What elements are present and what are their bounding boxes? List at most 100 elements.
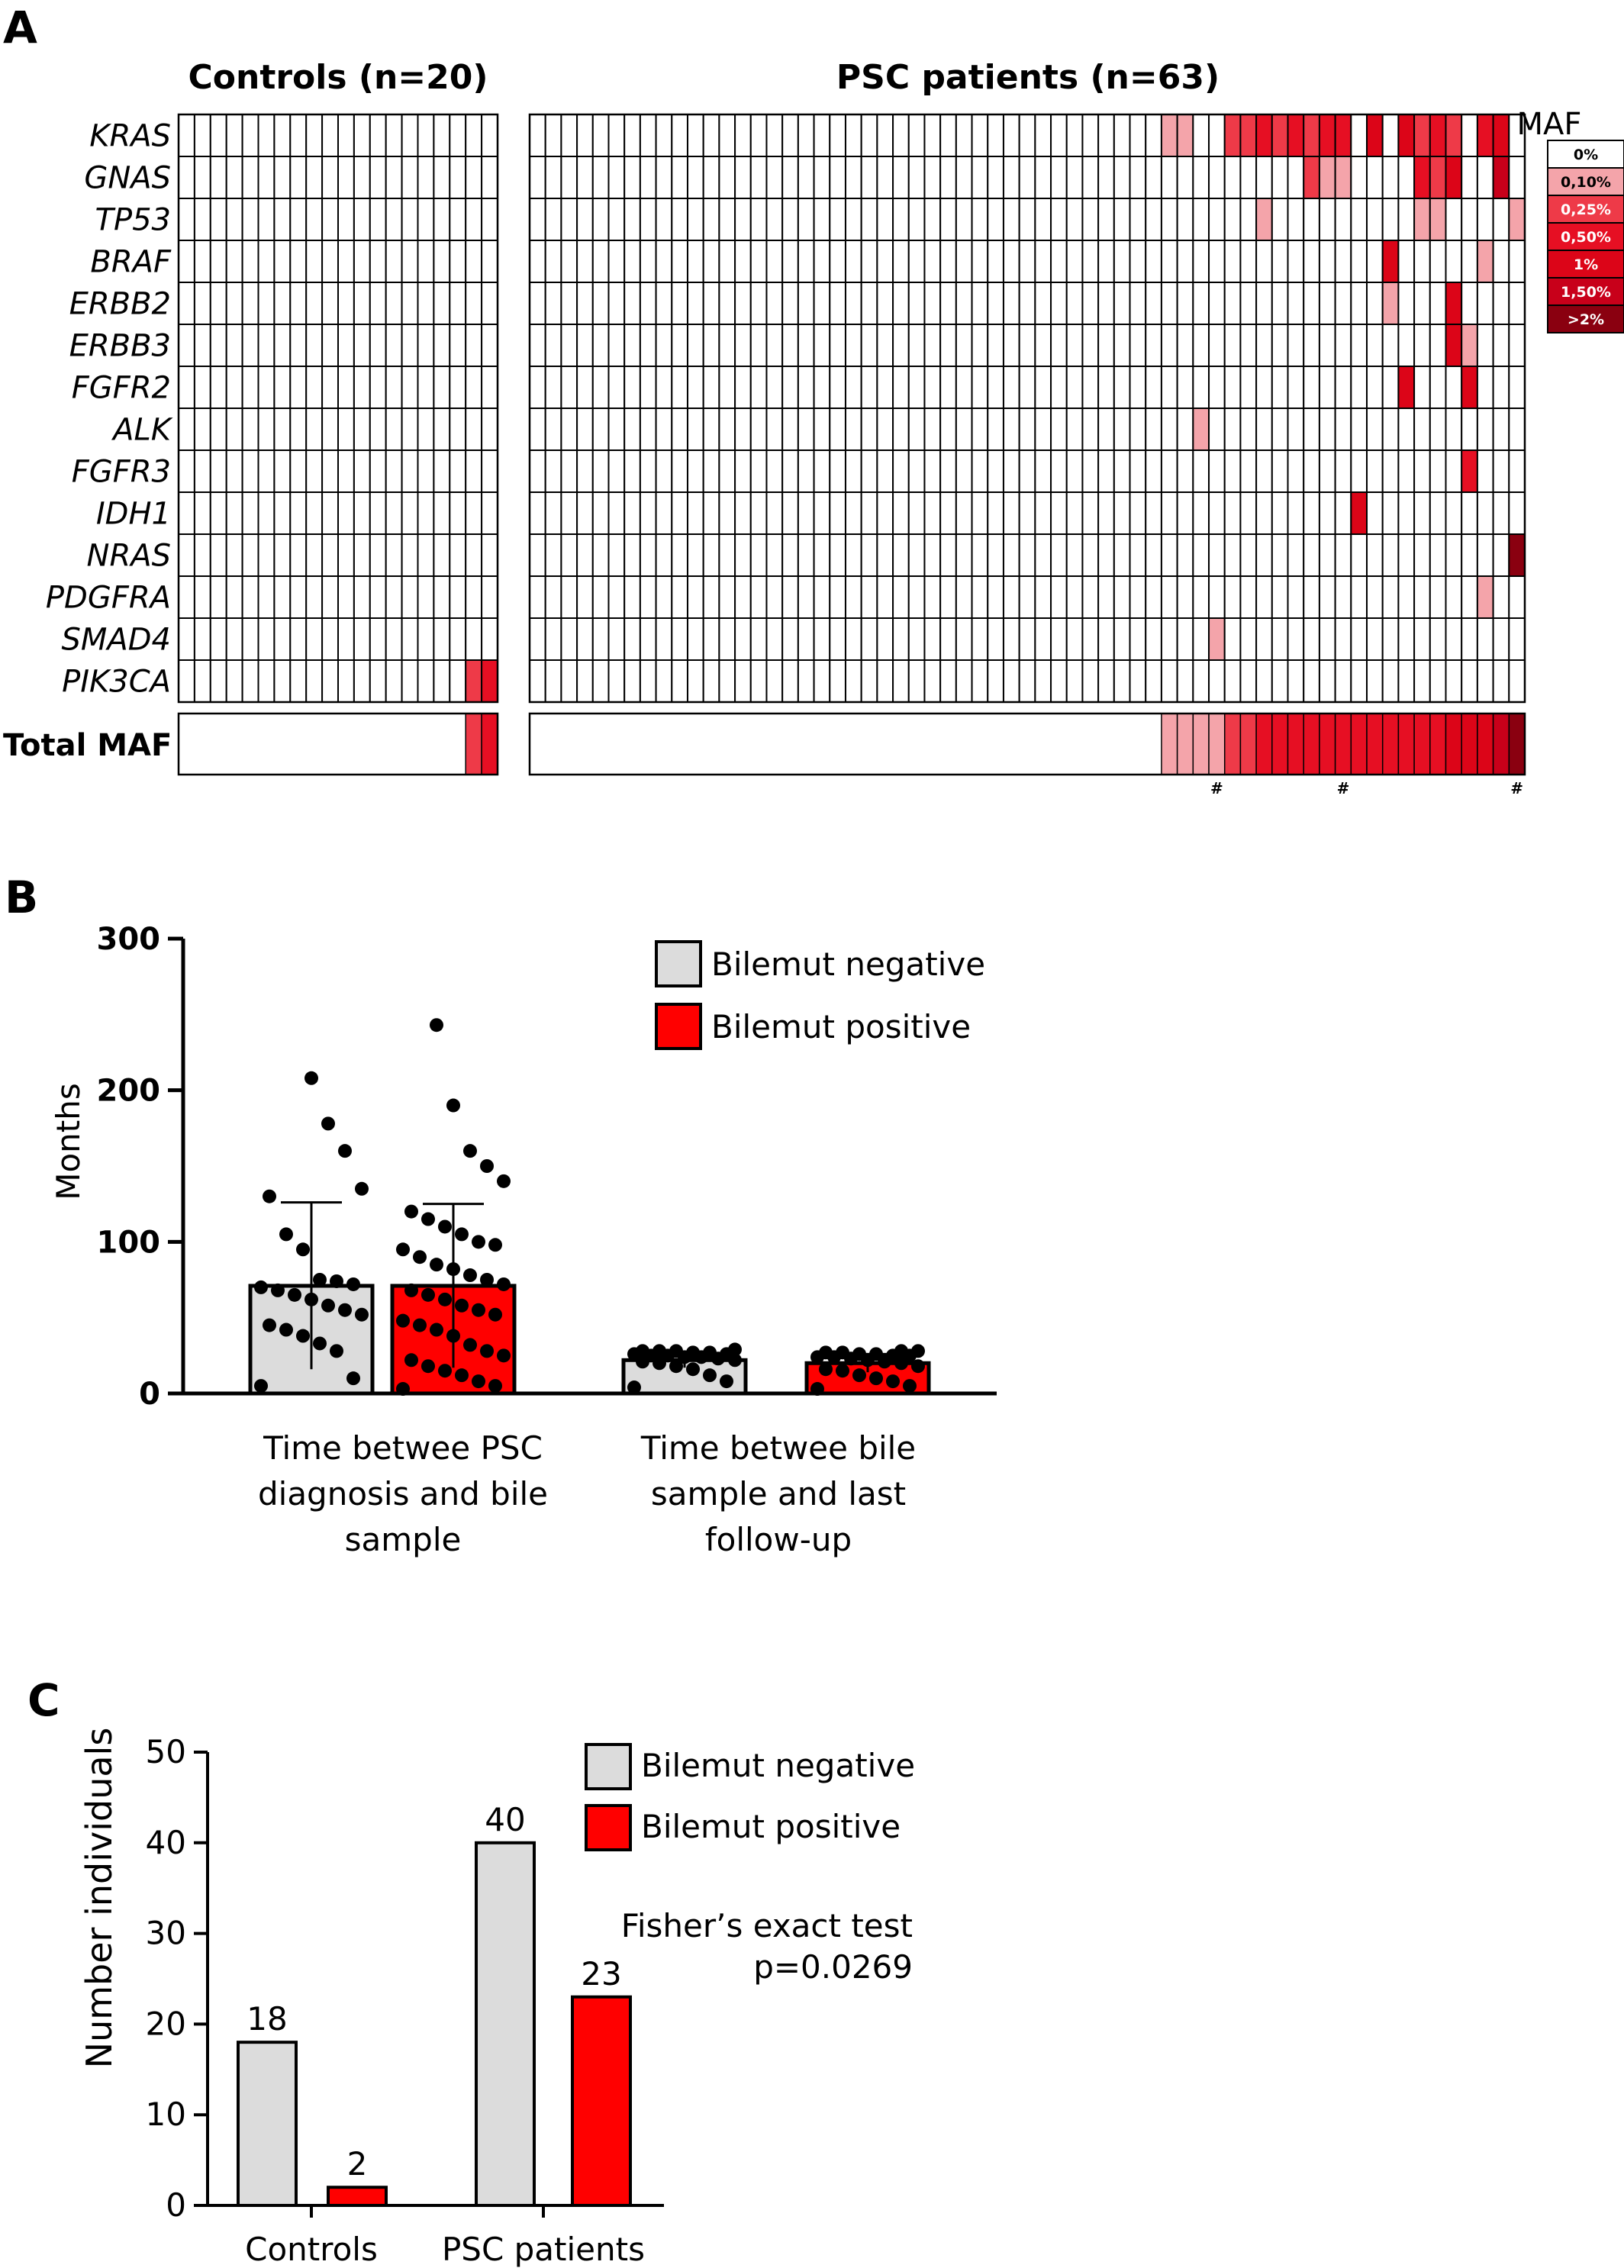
psc-cell	[907, 324, 926, 367]
controls-cell	[257, 324, 276, 367]
psc-cell	[624, 533, 641, 577]
panel-c-data-label: 2	[347, 2145, 368, 2183]
psc-cell-mutated	[1271, 114, 1289, 157]
psc-cell	[749, 366, 768, 409]
psc-cell	[813, 198, 831, 241]
psc-cell	[1113, 240, 1131, 283]
gene-labels: KRAS GNAS TP53 BRAF ERBB2 ERBB3 FGFR2 ALK FGFR3 I…	[46, 119, 173, 700]
total-maf-label: Total MAF	[3, 728, 172, 763]
psc-cell	[987, 408, 1004, 451]
controls-cell	[193, 449, 211, 493]
panel-b-axes: 0 100 200 300	[97, 922, 997, 1412]
psc-cell	[844, 449, 862, 493]
psc-cell	[1287, 575, 1305, 619]
controls-cell	[465, 366, 483, 409]
psc-cell	[813, 114, 831, 157]
controls-cell	[178, 533, 195, 577]
psc-cell	[1366, 408, 1384, 451]
controls-cell	[337, 491, 355, 535]
panel-b-data-point	[911, 1359, 925, 1374]
psc-cell	[971, 324, 989, 367]
psc-cell	[1160, 575, 1178, 619]
psc-cell	[1429, 324, 1447, 367]
psc-cell	[686, 198, 704, 241]
psc-cell	[955, 575, 973, 619]
controls-cell	[385, 659, 403, 703]
psc-cell	[1381, 114, 1400, 157]
psc-cell	[781, 366, 799, 409]
psc-cell	[765, 156, 784, 199]
psc-cell	[1381, 533, 1400, 577]
psc-cell	[1097, 240, 1115, 283]
panel-b-data-point	[421, 1212, 435, 1226]
psc-cell	[734, 282, 752, 325]
panel-b-y-tick-label: 300	[97, 922, 161, 957]
psc-cell	[1034, 408, 1052, 451]
psc-cell	[1223, 617, 1242, 661]
psc-total-segment	[1508, 713, 1526, 775]
psc-cell	[671, 449, 688, 493]
psc-cell	[1476, 408, 1494, 451]
psc-cell	[1461, 114, 1478, 157]
psc-cell	[624, 198, 641, 241]
psc-cell	[734, 198, 752, 241]
controls-cell	[369, 449, 387, 493]
psc-cell	[1097, 156, 1115, 199]
psc-cell	[624, 659, 641, 703]
panel-b-data-point	[355, 1181, 369, 1196]
panel-b-category-label: follow-up	[705, 1521, 852, 1558]
panel-b-data-point	[852, 1368, 866, 1383]
psc-cell	[749, 575, 768, 619]
panel-b-data-point	[404, 1283, 418, 1297]
psc-cell	[1002, 114, 1020, 157]
psc-cell	[734, 491, 752, 535]
psc-cell	[718, 156, 736, 199]
psc-cell	[1176, 324, 1194, 367]
psc-cell	[1366, 617, 1384, 661]
psc-total-segment	[1381, 713, 1400, 775]
psc-cell	[1145, 324, 1162, 367]
psc-cell	[1145, 114, 1162, 157]
psc-cell	[1397, 533, 1416, 577]
psc-cell	[560, 408, 578, 451]
psc-cell	[892, 114, 910, 157]
panel-c-data-label: 18	[246, 2000, 287, 2038]
psc-cell	[607, 324, 626, 367]
gene-label-pdgfra: PDGFRA	[46, 581, 171, 616]
controls-cell	[289, 491, 308, 535]
psc-cell	[939, 575, 957, 619]
psc-cell	[829, 324, 846, 367]
psc-cell	[1145, 408, 1162, 451]
controls-cell	[449, 408, 467, 451]
psc-cell	[544, 366, 562, 409]
panel-b-data-point	[254, 1379, 268, 1393]
psc-cell	[718, 114, 736, 157]
psc-cell	[1429, 449, 1447, 493]
maf-legend: MAF 0% 0,10% 0,25% 0,50% 1% 1,50% >2%	[1517, 107, 1624, 333]
psc-cell	[576, 324, 594, 367]
psc-cell	[655, 366, 673, 409]
psc-cell	[781, 324, 799, 367]
psc-cell-mutated	[1334, 114, 1352, 157]
panel-b-data-point	[463, 1268, 477, 1283]
psc-cell	[939, 366, 957, 409]
controls-cell	[369, 156, 387, 199]
controls-group-label: Controls (n=20)	[188, 58, 488, 97]
psc-cell	[591, 156, 610, 199]
controls-cell	[289, 156, 308, 199]
psc-cell	[1160, 408, 1178, 451]
gene-label-alk: ALK	[111, 413, 173, 448]
psc-cell	[1461, 282, 1478, 325]
psc-cell	[1445, 449, 1463, 493]
psc-cell	[1303, 240, 1320, 283]
psc-cell	[1192, 198, 1210, 241]
psc-cell	[1271, 366, 1289, 409]
psc-cell-mutated	[1461, 324, 1478, 367]
psc-cell	[1445, 198, 1463, 241]
psc-cell	[529, 533, 546, 577]
panel-b-data-point	[903, 1379, 917, 1393]
psc-cell	[892, 659, 910, 703]
psc-cell-mutated	[1381, 282, 1400, 325]
controls-cell	[225, 659, 243, 703]
psc-cell	[1476, 659, 1494, 703]
